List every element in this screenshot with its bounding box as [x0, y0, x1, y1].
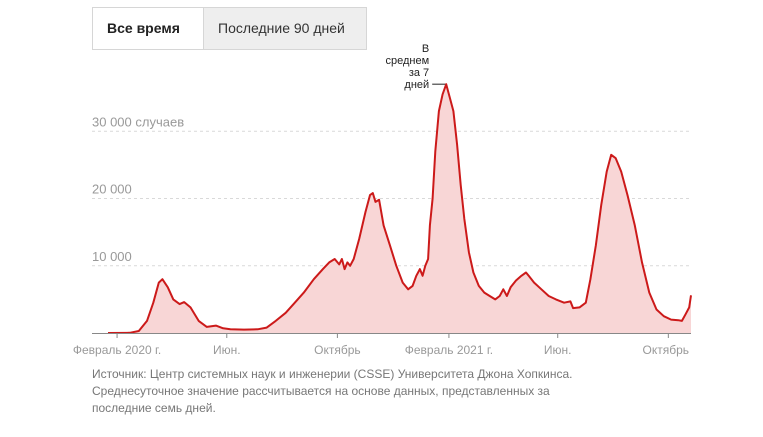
annotation-line-2: за 7 [409, 67, 429, 79]
annotation-line-1: среднем [386, 55, 430, 67]
y-axis-ticks: 10 000 20 000 30 000 случаев [92, 114, 184, 264]
y-tick-label-1: 20 000 [92, 182, 132, 197]
cases-area-chart: Февраль 2020 г. Июн. Октябрь Февраль 2021 г… [73, 43, 692, 357]
series-area [108, 84, 691, 333]
tab-all-time[interactable]: Все время [93, 8, 203, 49]
method-note: Среднесуточное значение рассчитывается н… [92, 384, 550, 415]
x-tick-label-3: Февраль 2021 г. [405, 343, 493, 357]
y-tick-label-0: 10 000 [92, 249, 132, 264]
chart-footnote: Источник: Центр системных наук и инженер… [92, 366, 612, 417]
annotation-line-3: дней [404, 79, 429, 91]
time-range-tabs: Все время Последние 90 дней [92, 7, 367, 50]
source-note: Источник: Центр системных наук и инженер… [92, 367, 573, 381]
grid-lines [92, 130, 691, 267]
tab-last-90-days[interactable]: Последние 90 дней [203, 8, 366, 49]
x-axis-ticks: Февраль 2020 г. Июн. Октябрь Февраль 2021 г… [73, 333, 689, 357]
x-tick-label-5: Октябрь [642, 343, 689, 357]
y-tick-label-2: 30 000 случаев [92, 114, 184, 129]
annotation-line-0: В [422, 43, 429, 55]
series-line [107, 83, 692, 334]
x-tick-label-1: Июн. [213, 343, 241, 357]
x-tick-label-2: Октябрь [314, 343, 361, 357]
x-tick-label-0: Февраль 2020 г. [73, 343, 161, 357]
x-tick-label-4: Июн. [544, 343, 572, 357]
